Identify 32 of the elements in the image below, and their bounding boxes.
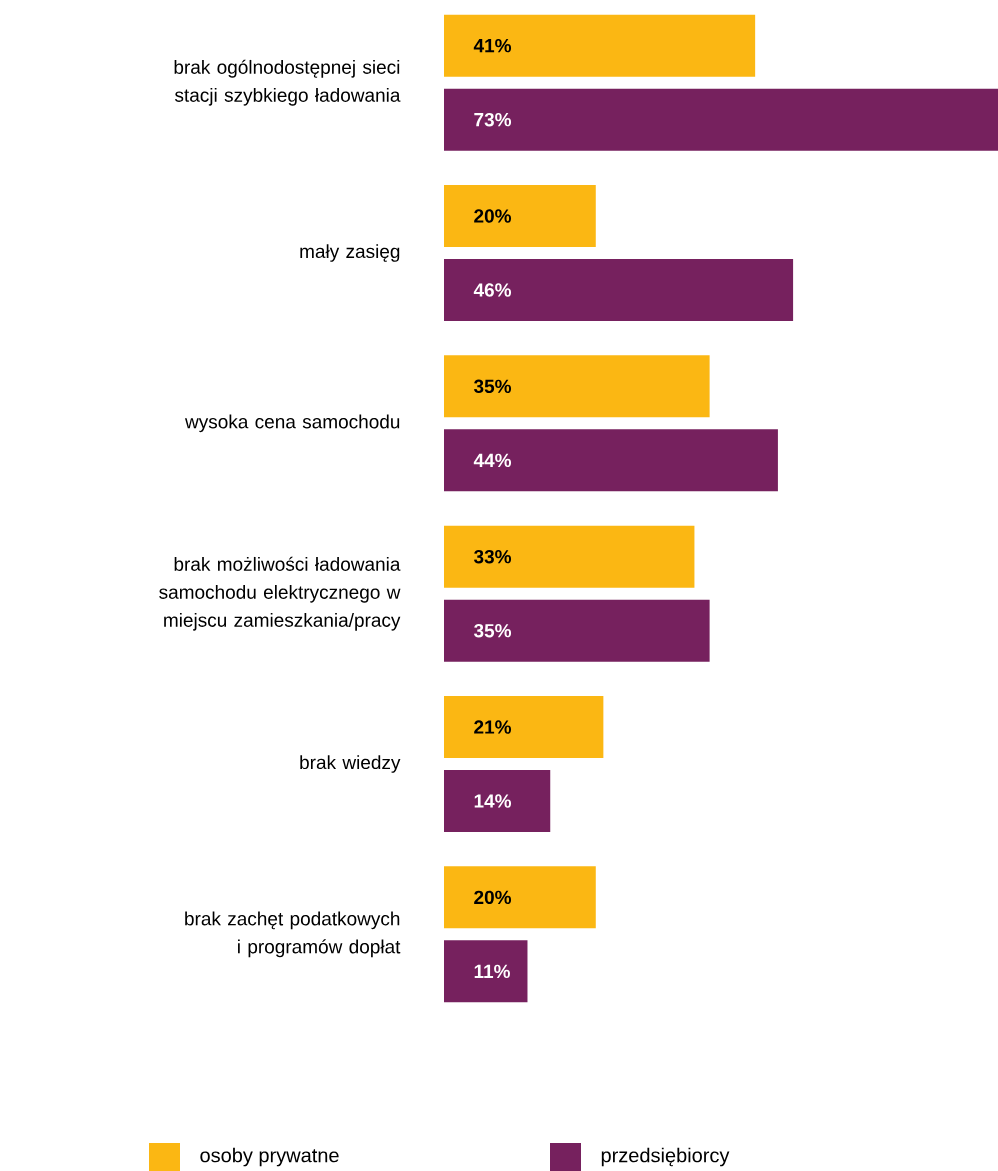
legend-label: osoby prywatne [200, 1147, 339, 1167]
y-tick-label: brak zachęt podatkowych i programów dopłat [185, 911, 401, 958]
bar [443, 14, 756, 77]
data-label: 35% [473, 623, 511, 638]
data-label: 73% [474, 112, 511, 127]
bar [443, 866, 596, 929]
y-tick-label: brak możliwości ładowania samochodu elektrycznego w miejscu zamieszkania/pracy [159, 556, 401, 631]
data-label: 33% [473, 549, 511, 564]
data-label: 35% [473, 379, 511, 394]
bar [443, 770, 551, 833]
data-label: 21% [474, 720, 511, 734]
bar [443, 88, 998, 151]
bar [443, 940, 528, 1003]
data-label: 44% [473, 453, 511, 468]
y-tick-label: brak wiedzy [300, 755, 401, 773]
data-label: 41% [473, 38, 511, 53]
legend-label: przedsiębiorcy [601, 1147, 730, 1167]
data-label: 20% [474, 209, 511, 223]
data-label: 14% [474, 794, 511, 808]
data-label: 46% [473, 283, 511, 297]
y-tick-label: brak ogólnodostępnej sieci stacji szybkiego ładowania [174, 59, 401, 106]
data-label: 11% [474, 964, 510, 979]
bar [443, 525, 695, 588]
bar [443, 429, 778, 492]
y-tick-label: wysoka cena samochodu [184, 414, 400, 433]
bar [443, 259, 794, 321]
bar [443, 599, 710, 662]
bar [443, 185, 596, 247]
data-label: 20% [474, 890, 511, 905]
bar [443, 696, 604, 759]
bar [443, 355, 710, 418]
y-tick-label: mały zasięg [300, 244, 400, 262]
